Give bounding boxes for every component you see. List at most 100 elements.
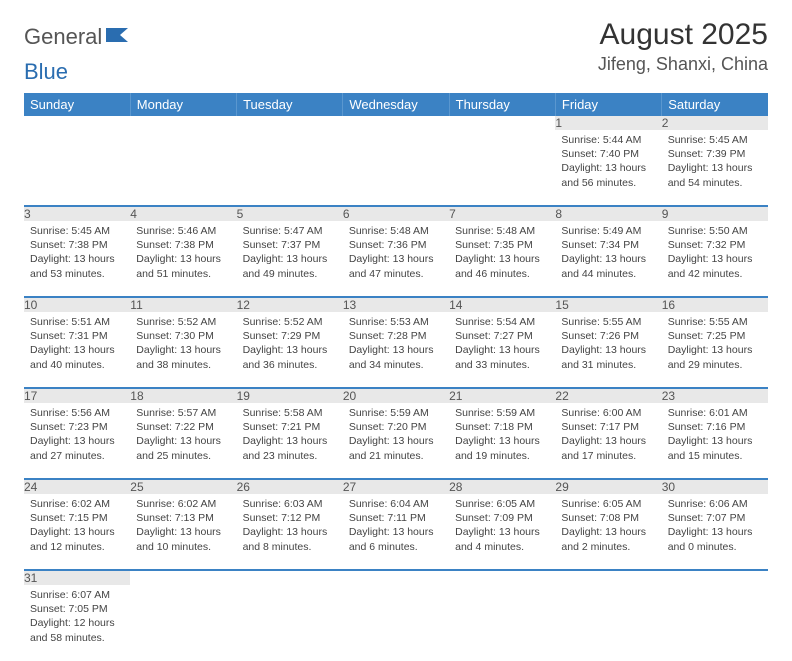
- sunset-text: Sunset: 7:23 PM: [30, 420, 124, 434]
- daylight1-text: Daylight: 13 hours: [455, 252, 549, 266]
- day-number: 23: [662, 388, 768, 403]
- sunset-text: Sunset: 7:39 PM: [668, 147, 762, 161]
- daylight1-text: Daylight: 13 hours: [561, 434, 655, 448]
- daylight1-text: Daylight: 13 hours: [668, 525, 762, 539]
- daylight1-text: Daylight: 13 hours: [561, 252, 655, 266]
- day-number: 31: [24, 570, 130, 585]
- day-number: 7: [449, 206, 555, 221]
- daylight2-text: and 29 minutes.: [668, 358, 762, 372]
- daylight1-text: Daylight: 13 hours: [136, 434, 230, 448]
- sunrise-text: Sunrise: 5:45 AM: [668, 133, 762, 147]
- day-cell: Sunrise: 5:48 AMSunset: 7:35 PMDaylight:…: [449, 221, 555, 297]
- day-content: Sunrise: 5:45 AMSunset: 7:38 PMDaylight:…: [24, 221, 130, 285]
- day-cell: Sunrise: 6:02 AMSunset: 7:15 PMDaylight:…: [24, 494, 130, 570]
- daylight2-text: and 8 minutes.: [243, 540, 337, 554]
- sunrise-text: Sunrise: 5:59 AM: [349, 406, 443, 420]
- daylight2-text: and 15 minutes.: [668, 449, 762, 463]
- daylight2-text: and 31 minutes.: [561, 358, 655, 372]
- day-content: Sunrise: 5:58 AMSunset: 7:21 PMDaylight:…: [237, 403, 343, 467]
- day-cell: [237, 585, 343, 661]
- day-content: Sunrise: 6:01 AMSunset: 7:16 PMDaylight:…: [662, 403, 768, 467]
- daylight2-text: and 58 minutes.: [30, 631, 124, 645]
- sunset-text: Sunset: 7:31 PM: [30, 329, 124, 343]
- day-number: 3: [24, 206, 130, 221]
- daylight2-text: and 54 minutes.: [668, 176, 762, 190]
- day-content: Sunrise: 5:45 AMSunset: 7:39 PMDaylight:…: [662, 130, 768, 194]
- day-cell: [130, 130, 236, 206]
- flag-icon: [106, 24, 132, 50]
- sunset-text: Sunset: 7:32 PM: [668, 238, 762, 252]
- day-cell: Sunrise: 5:48 AMSunset: 7:36 PMDaylight:…: [343, 221, 449, 297]
- day-cell: Sunrise: 5:57 AMSunset: 7:22 PMDaylight:…: [130, 403, 236, 479]
- day-content: Sunrise: 5:57 AMSunset: 7:22 PMDaylight:…: [130, 403, 236, 467]
- day-cell: Sunrise: 5:44 AMSunset: 7:40 PMDaylight:…: [555, 130, 661, 206]
- sunset-text: Sunset: 7:18 PM: [455, 420, 549, 434]
- sunrise-text: Sunrise: 5:48 AM: [455, 224, 549, 238]
- day-content: Sunrise: 6:00 AMSunset: 7:17 PMDaylight:…: [555, 403, 661, 467]
- day-content: Sunrise: 6:05 AMSunset: 7:08 PMDaylight:…: [555, 494, 661, 558]
- day-number-row: 10111213141516: [24, 297, 768, 312]
- day-content: Sunrise: 5:59 AMSunset: 7:18 PMDaylight:…: [449, 403, 555, 467]
- weekday-header: Monday: [130, 93, 236, 116]
- weekday-header: Sunday: [24, 93, 130, 116]
- day-cell: Sunrise: 5:51 AMSunset: 7:31 PMDaylight:…: [24, 312, 130, 388]
- day-number-row: 31: [24, 570, 768, 585]
- sunset-text: Sunset: 7:38 PM: [30, 238, 124, 252]
- daylight2-text: and 53 minutes.: [30, 267, 124, 281]
- daylight1-text: Daylight: 13 hours: [30, 252, 124, 266]
- day-content: Sunrise: 5:51 AMSunset: 7:31 PMDaylight:…: [24, 312, 130, 376]
- sunset-text: Sunset: 7:30 PM: [136, 329, 230, 343]
- day-number: 9: [662, 206, 768, 221]
- day-cell: Sunrise: 6:06 AMSunset: 7:07 PMDaylight:…: [662, 494, 768, 570]
- day-number: 15: [555, 297, 661, 312]
- sunset-text: Sunset: 7:09 PM: [455, 511, 549, 525]
- day-cell: [662, 585, 768, 661]
- weekday-header: Saturday: [662, 93, 768, 116]
- daylight2-text: and 49 minutes.: [243, 267, 337, 281]
- sunset-text: Sunset: 7:40 PM: [561, 147, 655, 161]
- daylight2-text: and 46 minutes.: [455, 267, 549, 281]
- day-cell: [237, 130, 343, 206]
- sunset-text: Sunset: 7:13 PM: [136, 511, 230, 525]
- day-number: 13: [343, 297, 449, 312]
- calendar-body: 12 Sunrise: 5:44 AMSunset: 7:40 PMDayligh…: [24, 116, 768, 661]
- day-content: Sunrise: 5:56 AMSunset: 7:23 PMDaylight:…: [24, 403, 130, 467]
- sunrise-text: Sunrise: 5:52 AM: [136, 315, 230, 329]
- sunrise-text: Sunrise: 5:50 AM: [668, 224, 762, 238]
- sunset-text: Sunset: 7:08 PM: [561, 511, 655, 525]
- day-content: Sunrise: 5:59 AMSunset: 7:20 PMDaylight:…: [343, 403, 449, 467]
- sunrise-text: Sunrise: 6:02 AM: [30, 497, 124, 511]
- day-number: [343, 570, 449, 585]
- sunrise-text: Sunrise: 6:04 AM: [349, 497, 443, 511]
- day-number: 12: [237, 297, 343, 312]
- day-cell: Sunrise: 5:45 AMSunset: 7:39 PMDaylight:…: [662, 130, 768, 206]
- sunrise-text: Sunrise: 6:02 AM: [136, 497, 230, 511]
- day-number: 6: [343, 206, 449, 221]
- sunrise-text: Sunrise: 6:06 AM: [668, 497, 762, 511]
- calendar-table: Sunday Monday Tuesday Wednesday Thursday…: [24, 93, 768, 661]
- daylight1-text: Daylight: 13 hours: [455, 434, 549, 448]
- daylight1-text: Daylight: 13 hours: [668, 252, 762, 266]
- day-number: [130, 116, 236, 130]
- daylight2-text: and 47 minutes.: [349, 267, 443, 281]
- day-number: 18: [130, 388, 236, 403]
- daylight1-text: Daylight: 13 hours: [349, 525, 443, 539]
- day-number: 4: [130, 206, 236, 221]
- day-content: Sunrise: 6:02 AMSunset: 7:15 PMDaylight:…: [24, 494, 130, 558]
- daylight1-text: Daylight: 13 hours: [30, 343, 124, 357]
- day-content: Sunrise: 6:05 AMSunset: 7:09 PMDaylight:…: [449, 494, 555, 558]
- daylight2-text: and 42 minutes.: [668, 267, 762, 281]
- day-cell: [555, 585, 661, 661]
- day-content: Sunrise: 5:55 AMSunset: 7:26 PMDaylight:…: [555, 312, 661, 376]
- daylight1-text: Daylight: 13 hours: [30, 434, 124, 448]
- day-cell: Sunrise: 5:59 AMSunset: 7:18 PMDaylight:…: [449, 403, 555, 479]
- day-number: 24: [24, 479, 130, 494]
- daylight1-text: Daylight: 13 hours: [30, 525, 124, 539]
- day-number: 16: [662, 297, 768, 312]
- daylight1-text: Daylight: 13 hours: [349, 434, 443, 448]
- day-content: Sunrise: 6:06 AMSunset: 7:07 PMDaylight:…: [662, 494, 768, 558]
- sunset-text: Sunset: 7:34 PM: [561, 238, 655, 252]
- daylight1-text: Daylight: 13 hours: [455, 343, 549, 357]
- day-cell: Sunrise: 6:01 AMSunset: 7:16 PMDaylight:…: [662, 403, 768, 479]
- daylight2-text: and 2 minutes.: [561, 540, 655, 554]
